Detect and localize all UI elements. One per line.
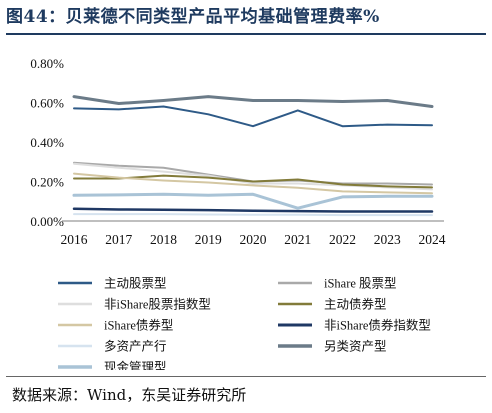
x-tick-label: 2018 (150, 232, 177, 247)
legend-label-5: iShare债券型 (104, 318, 173, 333)
x-tick-label: 2022 (329, 232, 356, 247)
legend-label-4: 主动债券型 (324, 297, 387, 312)
series-line-1 (73, 105, 433, 128)
series-lines (72, 95, 434, 217)
series-line-4 (73, 174, 433, 189)
title-divider (6, 33, 486, 35)
y-tick-label: 0.00% (30, 214, 64, 229)
series-line-9 (72, 192, 434, 210)
y-tick-label: 0.40% (30, 135, 64, 150)
source-note: 数据来源：Wind，东吴证券研究所 (12, 386, 247, 404)
legend-label-6: 非iShare债券指数型 (324, 318, 431, 333)
series-line-6 (72, 207, 434, 213)
legend-label-3: 非iShare股票指数型 (104, 297, 211, 312)
x-tick-label: 2024 (419, 232, 446, 247)
x-tick-label: 2016 (61, 232, 88, 247)
series-line-8 (72, 95, 434, 108)
x-tick-label: 2023 (374, 232, 401, 247)
x-tick-label: 2017 (105, 232, 132, 247)
y-tick-label: 0.20% (30, 175, 64, 190)
source-divider (6, 376, 486, 377)
series-line-5 (73, 172, 433, 195)
legend-label-9: 现金管理型 (104, 360, 167, 371)
x-tick-label: 2019 (195, 232, 222, 247)
figure-title: 图44：贝莱德不同类型产品平均基础管理费率% (6, 7, 380, 27)
legend-label-1: 主动股票型 (104, 277, 167, 291)
line-chart: 0.00% 0.20% 0.40% 0.60% 0.80% 2016 2017 2018 201… (30, 56, 445, 371)
legend-label-7: 多资产产行 (104, 340, 167, 354)
x-tick-label: 2020 (240, 232, 267, 247)
series-line-7 (73, 213, 433, 217)
legend-label-2: iShare 股票型 (324, 277, 397, 291)
x-tick-label: 2021 (284, 232, 311, 247)
y-tick-label: 0.60% (30, 96, 64, 111)
legend-label-8: 另类资产型 (324, 340, 387, 354)
axes: 0.00% 0.20% 0.40% 0.60% 0.80% 2016 2017 2018 201… (30, 56, 445, 247)
y-tick-label: 0.80% (30, 56, 64, 71)
